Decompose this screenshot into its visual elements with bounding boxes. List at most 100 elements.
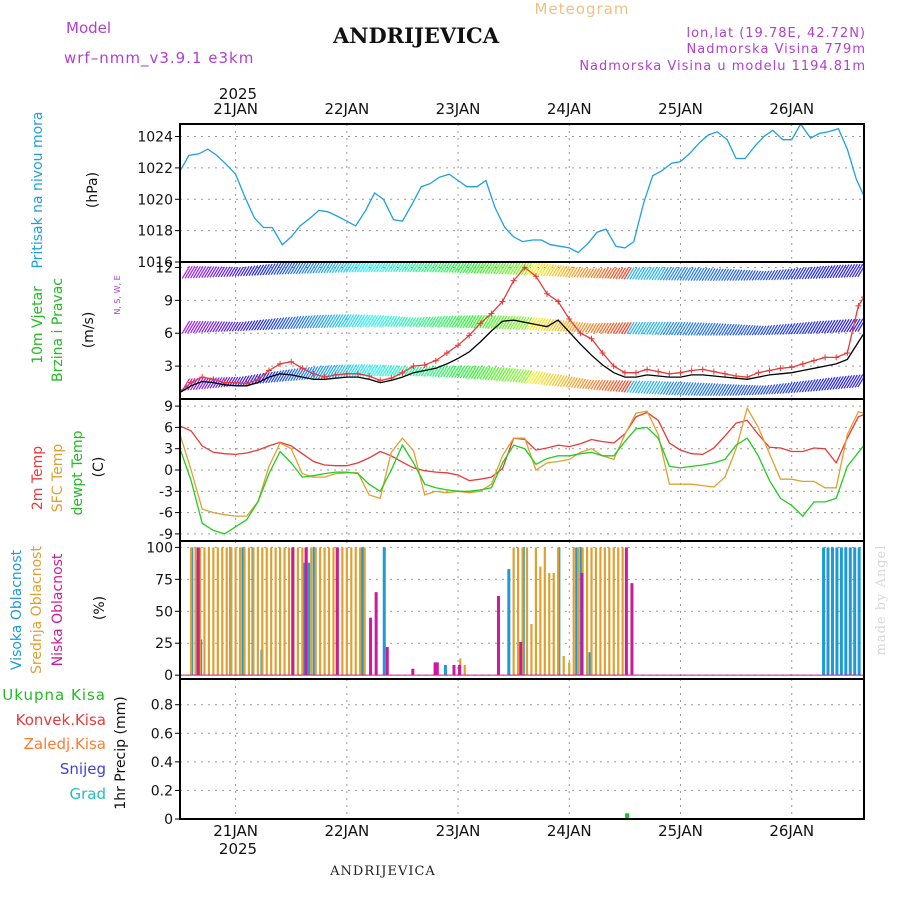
wind-marker — [343, 370, 350, 377]
wind-barb — [237, 376, 244, 386]
wind-barb — [484, 315, 494, 329]
wind-barb — [198, 266, 207, 279]
wind-barb — [840, 319, 850, 333]
wind-barb — [835, 319, 844, 333]
wind-barb — [593, 379, 601, 391]
wind-barb — [337, 314, 347, 328]
wind-barb — [582, 268, 589, 278]
wind-barb — [198, 320, 207, 333]
wind-barb — [623, 380, 632, 393]
wind-barb — [540, 318, 549, 331]
wind-barb — [543, 318, 552, 331]
cloud-bar — [512, 547, 515, 676]
wind-barb — [723, 268, 732, 281]
wind-barb — [671, 381, 680, 396]
cloud-bar — [323, 547, 326, 676]
y-tick-label: 0 — [164, 812, 173, 828]
wind-barb — [520, 316, 530, 331]
wind-barb — [651, 380, 661, 395]
wind-barb — [601, 379, 609, 391]
wind-barb — [732, 384, 740, 396]
wind-barb — [490, 315, 500, 329]
wind-barb — [290, 262, 299, 275]
wind-barb — [721, 323, 730, 336]
wind-barb — [226, 321, 234, 332]
cloud-bar — [261, 547, 264, 676]
cloud-bar — [190, 547, 193, 676]
wind-barb — [626, 267, 635, 280]
wind-barb — [790, 267, 799, 280]
wind-barb — [696, 322, 705, 336]
wind-marker — [644, 366, 651, 373]
wind-barb — [259, 264, 268, 276]
wind-barb — [643, 321, 652, 335]
y-tick-label: 3 — [164, 359, 173, 375]
wind-barb — [345, 262, 354, 273]
wind-marker — [677, 369, 684, 376]
wind-barb — [798, 380, 807, 393]
y-tick-label: 6 — [164, 420, 173, 436]
wind-barb — [270, 317, 279, 330]
wind-barb — [418, 316, 425, 328]
wind-barb — [376, 364, 385, 377]
wind-barb — [404, 262, 411, 273]
wind-barb — [779, 323, 787, 335]
wind-barb — [501, 367, 511, 382]
wind-barb — [195, 320, 204, 334]
wind-barb — [679, 321, 689, 336]
wind-barb — [726, 323, 735, 336]
wind-barb — [673, 267, 683, 281]
cloud-bar — [301, 547, 304, 676]
wind-barb — [390, 262, 398, 273]
wind-barb — [773, 324, 782, 335]
wind-barb — [721, 268, 730, 281]
cloud-bar — [216, 547, 219, 676]
wind-barb — [254, 319, 262, 331]
wind-barb — [292, 315, 302, 329]
wind-barb — [470, 315, 480, 329]
wind-barb — [398, 316, 406, 327]
bottom-date-label: 21JAN — [213, 822, 258, 840]
wind-marker — [488, 310, 495, 317]
wind-marker — [861, 294, 864, 301]
wind-barb — [740, 269, 748, 281]
wind-barb — [646, 266, 655, 281]
wind-barb — [245, 320, 253, 331]
wind-barb — [548, 373, 557, 386]
wind-barb — [401, 316, 409, 327]
wind-barb — [203, 377, 212, 390]
wind-barb — [757, 325, 764, 336]
wind-barb — [240, 266, 247, 277]
wind-barb — [587, 322, 595, 333]
wind-barb — [737, 269, 746, 281]
wind-barb — [565, 266, 573, 278]
wind-barb — [298, 315, 308, 329]
wind-barb — [743, 384, 751, 396]
wind-marker — [766, 367, 773, 374]
wind-barb — [721, 383, 730, 396]
clouds-plot — [180, 547, 864, 676]
bottom-date-label: 25JAN — [658, 822, 703, 840]
cloud-bar — [302, 562, 306, 676]
wind-barb — [710, 268, 719, 281]
wind-barb — [368, 364, 377, 377]
model-elevation-label: Nadmorska Visina u modelu 1194.81m — [579, 59, 866, 74]
wind-barb — [434, 262, 443, 273]
cloud-bar — [575, 547, 579, 676]
wind-barb — [643, 266, 652, 280]
wind-side-label-1: 10m Vjetar — [30, 286, 46, 364]
wind-barb — [812, 266, 822, 279]
wind-barb — [787, 268, 796, 280]
cloud-bar — [826, 547, 830, 676]
wind-barb — [220, 266, 228, 278]
wind-barb — [395, 316, 403, 327]
wind-barb — [701, 382, 711, 396]
cloud-bar — [203, 547, 206, 676]
wind-barb — [495, 315, 505, 330]
wind-barb — [821, 320, 830, 334]
cloud-bar — [594, 547, 598, 676]
cloud-bar — [568, 662, 571, 676]
wind-barb — [857, 265, 864, 278]
wind-barb — [515, 262, 525, 275]
wind-barb — [684, 382, 694, 396]
